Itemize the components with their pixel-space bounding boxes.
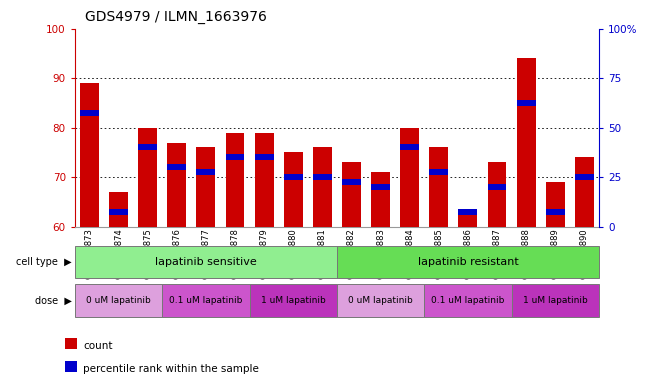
Bar: [138, 127, 157, 227]
Bar: [429, 147, 449, 227]
Bar: [255, 132, 273, 227]
Bar: [284, 152, 303, 227]
Text: GDS4979 / ILMN_1663976: GDS4979 / ILMN_1663976: [85, 10, 266, 23]
Text: 0.1 uM lapatinib: 0.1 uM lapatinib: [431, 296, 505, 305]
Bar: [162, 284, 249, 317]
Bar: [400, 144, 419, 151]
Bar: [80, 83, 99, 227]
Bar: [138, 144, 157, 151]
Bar: [488, 184, 506, 190]
Bar: [488, 162, 506, 227]
Text: 0.1 uM lapatinib: 0.1 uM lapatinib: [169, 296, 243, 305]
Bar: [512, 284, 599, 317]
Bar: [429, 169, 449, 175]
Bar: [458, 212, 477, 227]
Bar: [197, 147, 215, 227]
Bar: [546, 182, 564, 227]
Text: lapatinib resistant: lapatinib resistant: [417, 257, 518, 267]
Bar: [424, 284, 512, 317]
Bar: [371, 184, 390, 190]
Bar: [546, 209, 564, 215]
Bar: [313, 147, 332, 227]
Bar: [75, 246, 337, 278]
Bar: [575, 174, 594, 180]
Bar: [255, 154, 273, 160]
Bar: [167, 142, 186, 227]
Bar: [167, 164, 186, 170]
Text: percentile rank within the sample: percentile rank within the sample: [83, 364, 259, 374]
Bar: [313, 174, 332, 180]
Bar: [225, 132, 245, 227]
Text: 1 uM lapatinib: 1 uM lapatinib: [261, 296, 326, 305]
Bar: [75, 284, 162, 317]
Text: lapatinib sensitive: lapatinib sensitive: [155, 257, 256, 267]
Text: 0 uM lapatinib: 0 uM lapatinib: [348, 296, 413, 305]
Bar: [249, 284, 337, 317]
Bar: [225, 154, 245, 160]
Text: cell type  ▶: cell type ▶: [16, 257, 72, 267]
Text: dose  ▶: dose ▶: [35, 295, 72, 306]
Bar: [400, 127, 419, 227]
Bar: [284, 174, 303, 180]
Bar: [337, 284, 424, 317]
Text: 1 uM lapatinib: 1 uM lapatinib: [523, 296, 588, 305]
Text: count: count: [83, 341, 113, 351]
Bar: [80, 110, 99, 116]
Bar: [517, 58, 536, 227]
Bar: [371, 172, 390, 227]
Bar: [109, 192, 128, 227]
Bar: [342, 179, 361, 185]
Bar: [337, 246, 599, 278]
Bar: [109, 209, 128, 215]
Bar: [197, 169, 215, 175]
Text: 0 uM lapatinib: 0 uM lapatinib: [86, 296, 151, 305]
Bar: [575, 157, 594, 227]
Bar: [342, 162, 361, 227]
Bar: [517, 100, 536, 106]
Bar: [458, 209, 477, 215]
